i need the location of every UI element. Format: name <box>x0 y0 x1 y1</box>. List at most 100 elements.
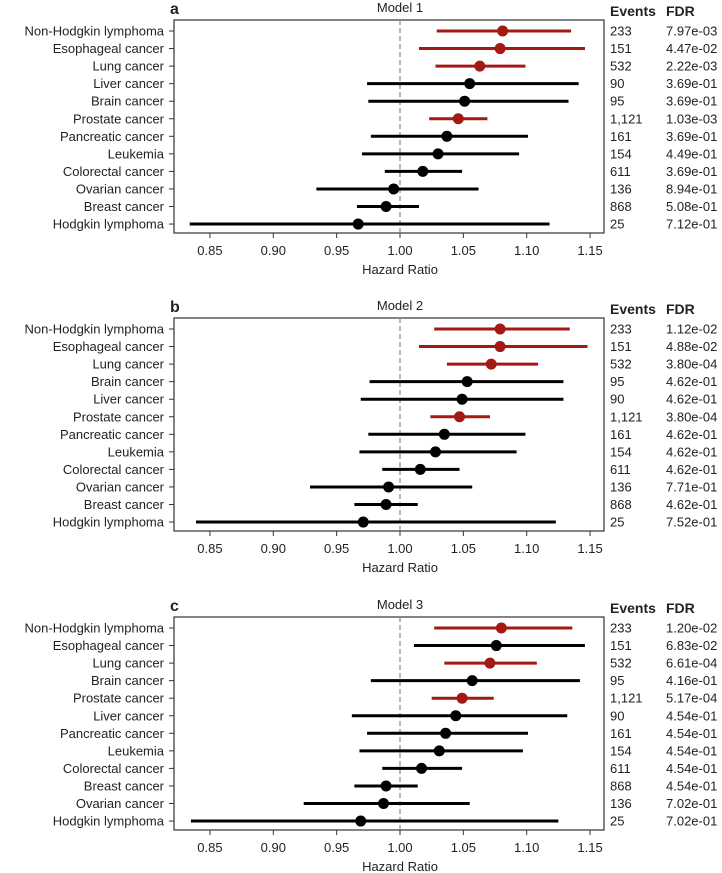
fdr-value: 3.69e-01 <box>666 94 717 109</box>
fdr-value: 7.52e-01 <box>666 515 717 530</box>
y-tick-label: Lung cancer <box>92 59 164 74</box>
events-value: 1,121 <box>610 111 643 126</box>
y-tick-label: Esophageal cancer <box>53 339 165 354</box>
y-tick-label: Lung cancer <box>92 357 164 372</box>
events-value: 532 <box>610 357 632 372</box>
y-tick-label: Hodgkin lymphoma <box>53 814 165 829</box>
plot-frame <box>173 19 605 234</box>
events-header: Events <box>610 600 656 616</box>
events-value: 154 <box>610 444 632 459</box>
x-tick-label: 0.85 <box>197 243 222 258</box>
y-tick-label: Prostate cancer <box>73 691 165 706</box>
y-tick-label: Liver cancer <box>93 708 164 723</box>
fdr-value: 4.88e-02 <box>666 339 717 354</box>
y-tick-label: Prostate cancer <box>73 409 165 424</box>
fdr-value: 7.12e-01 <box>666 217 717 232</box>
fdr-value: 6.83e-02 <box>666 638 717 653</box>
hazard-ratio-point <box>380 780 392 792</box>
hazard-ratio-point <box>429 446 441 458</box>
y-tick-label: Colorectal cancer <box>63 164 165 179</box>
y-tick-label: Ovarian cancer <box>76 796 165 811</box>
y-tick-label: Liver cancer <box>93 392 164 407</box>
hazard-ratio-point <box>456 393 468 405</box>
events-value: 25 <box>610 814 624 829</box>
events-value: 151 <box>610 41 632 56</box>
x-tick-label: 1.00 <box>387 541 412 556</box>
hazard-ratio-point <box>484 657 496 669</box>
events-header: Events <box>610 301 656 317</box>
events-value: 136 <box>610 479 632 494</box>
events-value: 161 <box>610 726 632 741</box>
fdr-value: 4.16e-01 <box>666 673 717 688</box>
hazard-ratio-point <box>485 358 497 370</box>
x-axis-label: Hazard Ratio <box>362 560 438 575</box>
hazard-ratio-point <box>380 499 392 510</box>
hazard-ratio-point <box>352 218 364 230</box>
hazard-ratio-point <box>474 60 486 72</box>
x-tick-label: 0.90 <box>261 243 286 258</box>
fdr-value: 7.02e-01 <box>666 814 717 829</box>
fdr-value: 3.69e-01 <box>666 76 717 91</box>
events-value: 1,121 <box>610 409 643 424</box>
x-tick-label: 0.90 <box>261 840 286 855</box>
fdr-value: 5.08e-01 <box>666 199 717 214</box>
x-axis-label: Hazard Ratio <box>362 262 438 277</box>
fdr-value: 4.62e-01 <box>666 462 717 477</box>
events-value: 136 <box>610 796 632 811</box>
events-value: 532 <box>610 656 632 671</box>
events-value: 90 <box>610 708 624 723</box>
hazard-ratio-point <box>440 727 452 739</box>
events-value: 95 <box>610 374 624 389</box>
fdr-value: 4.54e-01 <box>666 708 717 723</box>
panel-b: b Model 2 Events FDR 0.85 0.90 0.95 1.00 1.05 1.1… <box>25 298 718 575</box>
events-value: 868 <box>610 778 632 793</box>
x-tick-label: 1.05 <box>451 541 476 556</box>
x-tick-label: 0.85 <box>197 541 222 556</box>
y-tick-label: Ovarian cancer <box>76 181 165 196</box>
hazard-ratio-point <box>494 43 506 55</box>
events-value: 868 <box>610 199 632 214</box>
events-value: 25 <box>610 515 624 530</box>
y-tick-label: Hodgkin lymphoma <box>53 217 165 232</box>
x-tick-label: 1.00 <box>387 243 412 258</box>
fdr-value: 3.80e-04 <box>666 409 717 424</box>
events-value: 25 <box>610 217 624 232</box>
panel-letter: a <box>170 1 179 18</box>
y-tick-label: Leukemia <box>108 743 165 758</box>
events-value: 154 <box>610 146 632 161</box>
y-tick-label: Esophageal cancer <box>53 41 165 56</box>
events-value: 151 <box>610 638 632 653</box>
events-value: 151 <box>610 339 632 354</box>
y-tick-label: Non-Hodgkin lymphoma <box>25 621 165 636</box>
hazard-ratio-point <box>450 710 462 722</box>
hazard-ratio-point <box>456 692 468 704</box>
events-value: 532 <box>610 59 632 74</box>
events-value: 95 <box>610 673 624 688</box>
y-tick-label: Lung cancer <box>92 656 164 671</box>
y-tick-label: Pancreatic cancer <box>60 726 165 741</box>
panel-a: a Model 1 Events FDR 0.85 0.90 0.95 1.00 1.05 1.1… <box>25 0 718 277</box>
y-tick-label: Ovarian cancer <box>76 479 165 494</box>
x-tick-label: 1.15 <box>577 541 602 556</box>
hazard-ratio-point <box>378 798 390 809</box>
fdr-value: 7.97e-03 <box>666 24 717 39</box>
y-tick-label: Colorectal cancer <box>63 462 165 477</box>
hazard-ratio-point <box>416 762 428 774</box>
events-value: 136 <box>610 181 632 196</box>
y-tick-label: Brain cancer <box>91 673 165 688</box>
hazard-ratio-point <box>461 376 473 388</box>
hazard-ratio-point <box>452 113 464 125</box>
panel-letter: c <box>170 598 179 615</box>
fdr-value: 4.62e-01 <box>666 427 717 442</box>
hazard-ratio-point <box>494 341 506 353</box>
x-tick-label: 1.05 <box>451 243 476 258</box>
fdr-value: 4.62e-01 <box>666 444 717 459</box>
fdr-value: 4.62e-01 <box>666 497 717 512</box>
hazard-ratio-point <box>388 183 400 195</box>
events-value: 233 <box>610 24 632 39</box>
x-tick-label: 0.95 <box>324 541 349 556</box>
y-tick-label: Colorectal cancer <box>63 761 165 776</box>
hazard-ratio-point <box>497 25 509 37</box>
hazard-ratio-point <box>433 745 445 757</box>
